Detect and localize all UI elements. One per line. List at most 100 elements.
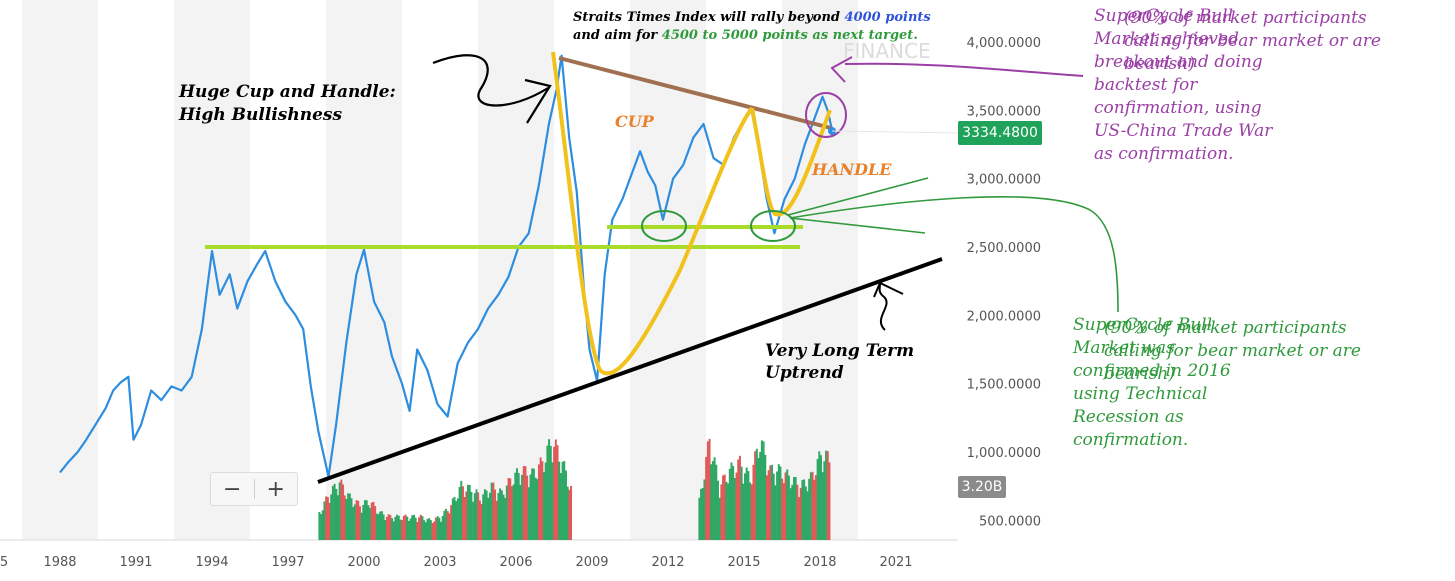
volume-bar — [335, 488, 338, 540]
volume-bar — [705, 456, 708, 540]
volume-bar — [423, 520, 426, 540]
volume-bar — [418, 517, 421, 540]
green-note: SuperCycle Bull Market was confirmed in 2… — [1073, 314, 1361, 450]
zoom-in-button[interactable]: + — [266, 476, 285, 502]
volume-bar — [500, 490, 503, 540]
volume-bar — [740, 466, 743, 540]
volume-bar — [808, 478, 811, 540]
volume-bar — [821, 472, 824, 540]
volume-bar — [556, 445, 559, 540]
volume-bar — [509, 478, 512, 540]
volume-bar — [749, 482, 752, 540]
green-note-sub: (90% of market participants calling for b… — [1104, 318, 1361, 384]
grid-band — [22, 0, 98, 540]
price-marker-line — [831, 130, 959, 134]
volume-bar — [336, 495, 339, 540]
volume-bar — [531, 468, 534, 540]
volume-bar — [480, 504, 483, 540]
y-tick-label: 2,500.0000 — [967, 241, 1041, 256]
volume-bar — [372, 501, 375, 540]
volume-bar — [703, 479, 706, 540]
zoom-out-button[interactable]: − — [223, 476, 242, 502]
volume-bar — [487, 497, 490, 540]
volume-bar — [510, 486, 513, 540]
volume-bar — [711, 461, 714, 540]
volume-bar — [549, 445, 552, 540]
volume-bar — [362, 504, 365, 540]
volume-bar — [537, 464, 540, 540]
x-tick-label: 2015 — [727, 555, 760, 570]
volume-bar — [456, 498, 459, 540]
volume-bar — [478, 500, 481, 540]
volume-bar — [727, 483, 730, 540]
volume-bar — [776, 471, 779, 540]
volume-bar — [755, 448, 758, 540]
volume-bar — [718, 497, 721, 540]
volume-bar — [716, 480, 719, 540]
volume-bar — [539, 457, 542, 540]
grid-band — [174, 0, 250, 540]
volume-bar — [715, 464, 718, 540]
green-pointer-2 — [789, 217, 926, 234]
volume-bar — [352, 506, 355, 540]
volume-bar — [723, 474, 726, 540]
volume-bar — [467, 484, 470, 540]
volume-bar — [548, 439, 551, 540]
volume-bar — [700, 488, 703, 540]
volume-bar — [387, 514, 390, 540]
volume-bar — [380, 511, 383, 540]
volume-bar — [524, 466, 527, 540]
y-axis: 4,000.0000 3,500.0000 3,000.0000 2,500.0000… — [967, 36, 1041, 529]
volume-bar — [429, 520, 432, 540]
volume-bar — [414, 517, 417, 540]
x-tick-label: 1994 — [195, 555, 228, 570]
volume-bar — [516, 468, 518, 540]
grid-band — [326, 0, 402, 540]
y-tick-label: 3,000.0000 — [967, 173, 1041, 188]
volume-bar — [409, 518, 412, 540]
volume-bar — [779, 466, 782, 540]
green-pointer-3 — [789, 196, 1119, 313]
volume-bar — [744, 473, 746, 540]
volume-bar — [389, 515, 392, 540]
volume-bar — [440, 521, 442, 540]
volume-bar — [825, 450, 828, 540]
volume-bar — [458, 486, 461, 540]
volume-bar — [561, 461, 564, 540]
volume-bar — [813, 479, 816, 540]
volume-bar — [757, 458, 760, 540]
volume-bar — [701, 487, 704, 540]
volume-bar — [570, 485, 573, 540]
volume-bar — [465, 491, 468, 540]
x-axis: 1988 1991 1994 1997 2000 2003 2006 2009 2012 2015… — [0, 555, 913, 570]
volume-bar — [559, 473, 562, 540]
volume-bar — [350, 498, 353, 540]
volume-bar — [492, 482, 495, 540]
volume-bar — [786, 469, 789, 540]
volume-bar — [546, 445, 549, 540]
volume-bar — [759, 451, 762, 540]
volume-bar — [512, 484, 515, 540]
volume-bar — [375, 513, 378, 540]
volume-bar — [541, 461, 544, 540]
volume-bar — [750, 484, 753, 540]
volume-bar — [737, 459, 740, 540]
volume-bar — [732, 466, 735, 540]
volume-bar — [735, 472, 738, 540]
volume-bar — [483, 489, 486, 540]
volume-bar — [392, 521, 395, 540]
grid-band — [782, 0, 858, 540]
volume-bar — [369, 507, 372, 540]
volume-bar — [554, 439, 557, 540]
volume-bar — [777, 464, 780, 540]
volume-bar — [472, 501, 475, 540]
volume-bar — [320, 513, 323, 540]
volume-bar — [426, 518, 429, 540]
volume-bar — [713, 457, 716, 540]
purple-arrowhead — [830, 56, 853, 83]
volume-bar — [543, 472, 546, 540]
volume-bar — [529, 474, 532, 540]
volume-bar — [553, 446, 556, 540]
volume-bar — [340, 479, 343, 540]
volume-bar — [445, 508, 448, 540]
